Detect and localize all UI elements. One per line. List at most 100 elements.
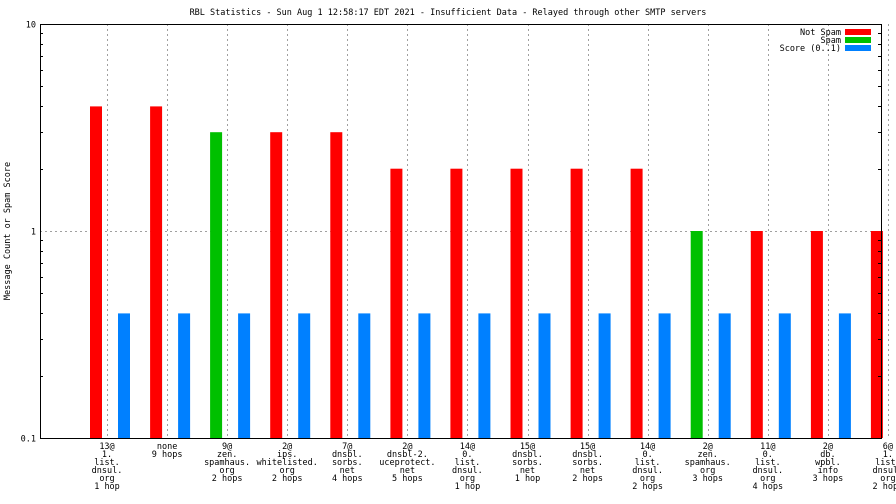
x-tick-label: 13@: [99, 442, 114, 452]
x-tick-label: sorbs.: [332, 458, 363, 468]
y-tick-label: 1: [31, 228, 36, 238]
x-tick-label: 4 hops: [332, 474, 363, 484]
x-tick-label: 2 hops: [212, 474, 243, 484]
bar-score-0-1: [178, 313, 191, 438]
bar-not-spam: [870, 231, 883, 438]
x-tick-label: dnsbl.: [332, 450, 363, 460]
x-tick-label: ips.: [277, 450, 297, 460]
bar-not-spam: [510, 168, 523, 438]
x-tick-label: spamhaus.: [204, 458, 250, 468]
legend-label: Spam: [821, 36, 841, 46]
x-tick-label: list.: [94, 458, 120, 468]
bar-not-spam: [390, 168, 403, 438]
x-tick-label: net: [400, 466, 415, 476]
x-tick-label: db.: [820, 450, 835, 460]
bar-score-0-1: [478, 313, 491, 438]
x-tick-label: org: [640, 474, 655, 484]
legend-label: Score (0..1): [780, 44, 841, 54]
bar-score-0-1: [538, 313, 551, 438]
x-tick-label: dnsul.: [752, 466, 783, 476]
x-tick-label: list.: [755, 458, 781, 468]
x-tick-label: org: [460, 474, 475, 484]
x-tick-label: 1 hop: [455, 482, 481, 492]
x-tick-label: none: [157, 442, 177, 452]
x-tick-label: org: [880, 474, 895, 484]
x-tick-label: 15@: [520, 442, 535, 452]
bar-not-spam: [270, 132, 283, 438]
bar-score-0-1: [598, 313, 611, 438]
bar-score-0-1: [778, 313, 791, 438]
x-tick-label: 5 hops: [392, 474, 423, 484]
x-tick-label: 2 hops: [632, 482, 663, 492]
x-tick-label: 0.: [642, 450, 652, 460]
x-tick-label: 11@: [760, 442, 775, 452]
bar-score-0-1: [718, 313, 731, 438]
bar-score-0-1: [298, 313, 311, 438]
x-tick-label: spamhaus.: [685, 458, 731, 468]
x-tick-label: 1 hop: [94, 482, 120, 492]
bar-not-spam: [810, 231, 823, 438]
bar-not-spam: [330, 132, 343, 438]
y-tick-label: 0.1: [21, 435, 36, 445]
y-tick-label: 10: [26, 21, 36, 31]
x-tick-label: 2@: [703, 442, 713, 452]
x-tick-label: 15@: [580, 442, 595, 452]
x-tick-label: list.: [635, 458, 661, 468]
x-tick-label: 14@: [640, 442, 655, 452]
bar-spam: [690, 231, 703, 438]
bar-spam: [210, 132, 223, 438]
x-tick-label: whitelisted.: [256, 458, 317, 468]
x-tick-label: 0.: [462, 450, 472, 460]
x-tick-label: dnsul.: [452, 466, 483, 476]
x-tick-label: 2 hops: [272, 474, 303, 484]
x-tick-label: uceprotect.: [379, 458, 435, 468]
x-tick-label: wpbl.: [815, 458, 841, 468]
x-tick-label: dnsbl-2.: [387, 450, 428, 460]
legend-swatch: [845, 45, 871, 51]
x-tick-label: dnsul.: [632, 466, 663, 476]
x-tick-label: 4 hops: [752, 482, 783, 492]
bar-not-spam: [750, 231, 763, 438]
x-tick-label: zen.: [697, 450, 717, 460]
bar-not-spam: [90, 106, 102, 439]
x-tick-label: org: [760, 474, 775, 484]
bars: [90, 106, 883, 439]
x-tick-label: info: [818, 466, 838, 476]
x-tick-label: net: [520, 466, 535, 476]
x-tick-label: net: [580, 466, 595, 476]
chart-title: RBL Statistics - Sun Aug 1 12:58:17 EDT …: [190, 8, 707, 18]
x-tick-label: 0.: [763, 450, 773, 460]
x-tick-label: 3 hops: [813, 474, 844, 484]
x-tick-label: sorbs.: [572, 458, 603, 468]
legend-swatch: [845, 29, 871, 35]
bar-score-0-1: [658, 313, 671, 438]
x-tick-label: 2 hops: [873, 482, 896, 492]
x-tick-label: 3 hops: [692, 474, 723, 484]
x-tick-label: 1.: [883, 450, 893, 460]
x-tick-label: org: [280, 466, 295, 476]
y-axis-ticks: 10 1 0.1: [21, 21, 881, 445]
bar-not-spam: [150, 106, 163, 439]
x-tick-label: dnsul.: [92, 466, 123, 476]
bar-not-spam: [570, 168, 583, 438]
bar-score-0-1: [118, 313, 130, 438]
bar-score-0-1: [238, 313, 251, 438]
x-tick-label: sorbs.: [512, 458, 543, 468]
x-tick-label: 9 hops: [152, 450, 183, 460]
x-tick-label: dnsul.: [873, 466, 896, 476]
x-tick-label: 2 hops: [572, 474, 603, 484]
bar-score-0-1: [418, 313, 431, 438]
bar-not-spam: [630, 168, 643, 438]
x-tick-label: 2@: [823, 442, 833, 452]
x-tick-label: 7@: [342, 442, 352, 452]
x-tick-label: 6@: [883, 442, 893, 452]
x-tick-label: 2@: [402, 442, 412, 452]
plot-frame: [40, 24, 882, 439]
x-tick-label: list.: [455, 458, 481, 468]
x-tick-label: org: [700, 466, 715, 476]
x-tick-label: 14@: [460, 442, 475, 452]
x-tick-label: zen.: [217, 450, 237, 460]
